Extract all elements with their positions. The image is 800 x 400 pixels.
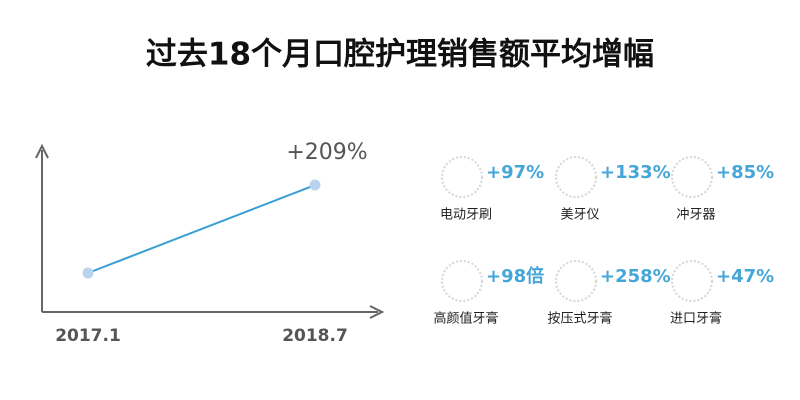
growth: +258%	[600, 266, 671, 287]
growth: +97%	[486, 162, 544, 183]
x-tick-label: 2018.7	[282, 326, 348, 346]
icon-ring	[555, 156, 597, 198]
icon-ring	[671, 260, 713, 302]
item-label: 高颜值牙膏	[433, 311, 498, 327]
icon-ring	[555, 260, 597, 302]
growth: +133%	[600, 162, 671, 183]
line	[87, 184, 316, 274]
icon-ring	[441, 156, 483, 198]
item-label: 按压式牙膏	[547, 311, 612, 327]
title: 过去18个月口腔护理销售额平均增幅	[146, 37, 654, 73]
item-label: 进口牙膏	[670, 311, 722, 327]
growth: +85%	[716, 162, 774, 183]
item-label: 美牙仪	[560, 208, 599, 223]
point	[82, 267, 94, 279]
x-tick-label: 2017.1	[55, 326, 121, 346]
growth: +47%	[716, 266, 774, 287]
x-axis-arrow	[369, 305, 385, 319]
icon-ring	[671, 156, 713, 198]
value-label: +209%	[286, 140, 367, 165]
item-label: 电动牙刷	[440, 208, 492, 223]
y-axis-arrow	[35, 143, 49, 159]
icon-ring	[441, 260, 483, 302]
point	[309, 179, 321, 191]
item-label: 冲牙器	[676, 208, 715, 223]
growth: +98倍	[486, 265, 544, 287]
axes	[35, 143, 385, 319]
